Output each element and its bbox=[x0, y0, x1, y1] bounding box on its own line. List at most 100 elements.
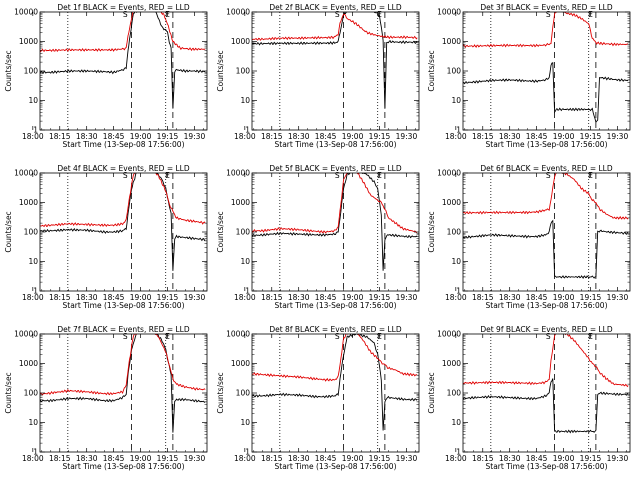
x-tick-label: 18:45 bbox=[315, 132, 337, 141]
x-tick-label: 19:30 bbox=[396, 454, 418, 463]
x-axis-label: Start Time (13-Sep-08 17:56:00) bbox=[275, 140, 397, 149]
y-axis-label: Counts/sec bbox=[4, 372, 13, 413]
panel-det-6: Det 6f BLACK = Events, RED = LLDSE18:001… bbox=[427, 164, 631, 310]
y-tick-label: 1000 bbox=[442, 359, 461, 368]
y-axis-label: Counts/sec bbox=[427, 50, 436, 91]
y-tick-label: 10 bbox=[451, 96, 461, 105]
y-axis-label: Counts/sec bbox=[4, 50, 13, 91]
y-tick-label: 1000 bbox=[442, 198, 461, 207]
x-tick-label: 19:30 bbox=[607, 132, 629, 141]
plot-frame bbox=[251, 11, 420, 131]
x-tick-label: 18:00 bbox=[22, 454, 44, 463]
y-tick-label: 10000 bbox=[14, 169, 38, 178]
series-events bbox=[40, 12, 206, 109]
series-lld bbox=[252, 173, 418, 234]
panel-det-2: Det 2f BLACK = Events, RED = LLDSE18:001… bbox=[216, 3, 420, 149]
x-tick-label: 18:30 bbox=[76, 293, 98, 302]
panel-title: Det 7f BLACK = Events, RED = LLD bbox=[57, 325, 190, 334]
y-tick-label: 1000 bbox=[19, 37, 38, 46]
x-tick-label: 18:45 bbox=[526, 454, 548, 463]
y-tick-label: 100 bbox=[447, 228, 462, 237]
series-lld bbox=[252, 334, 418, 382]
panel-det-4: Det 4f BLACK = Events, RED = LLDSE18:001… bbox=[4, 164, 208, 310]
panel-det-1: Det 1f BLACK = Events, RED = LLDSE18:001… bbox=[4, 3, 208, 149]
x-tick-label: 18:30 bbox=[499, 293, 521, 302]
x-tick-label: 18:00 bbox=[234, 132, 256, 141]
y-tick-label: 100 bbox=[24, 228, 39, 237]
y-tick-label: 100 bbox=[24, 67, 39, 76]
panel-det-8: Det 8f BLACK = Events, RED = LLDSE18:001… bbox=[216, 325, 420, 471]
y-tick-label: 1000 bbox=[19, 198, 38, 207]
y-tick-label: 1 bbox=[33, 448, 38, 457]
flag-s: S bbox=[546, 171, 551, 180]
x-tick-label: 18:30 bbox=[288, 132, 310, 141]
flag-s: S bbox=[335, 10, 340, 19]
panel-title: Det 9f BLACK = Events, RED = LLD bbox=[480, 325, 613, 334]
plot-frame bbox=[462, 11, 631, 131]
y-tick-label: 1 bbox=[456, 287, 461, 296]
y-tick-label: 10000 bbox=[14, 330, 38, 339]
x-tick-label: 19:30 bbox=[184, 454, 206, 463]
y-axis-label: Counts/sec bbox=[216, 372, 225, 413]
y-tick-label: 1 bbox=[245, 448, 250, 457]
y-axis-label: Counts/sec bbox=[216, 50, 225, 91]
y-tick-label: 1 bbox=[33, 287, 38, 296]
x-tick-label: 19:15 bbox=[157, 454, 179, 463]
series-lld bbox=[463, 334, 629, 388]
x-tick-label: 19:30 bbox=[396, 293, 418, 302]
x-tick-label: 19:00 bbox=[553, 293, 575, 302]
x-tick-label: 19:15 bbox=[369, 132, 391, 141]
series-lld bbox=[40, 173, 206, 228]
x-tick-label: 19:00 bbox=[342, 132, 364, 141]
y-tick-label: 100 bbox=[24, 389, 39, 398]
x-tick-label: 18:15 bbox=[261, 293, 283, 302]
flag-s: S bbox=[335, 332, 340, 341]
panel-det-7: Det 7f BLACK = Events, RED = LLDSE18:001… bbox=[4, 325, 208, 471]
y-tick-label: 1000 bbox=[231, 37, 250, 46]
x-tick-label: 19:00 bbox=[553, 454, 575, 463]
y-tick-label: 1 bbox=[33, 126, 38, 135]
panel-title: Det 8f BLACK = Events, RED = LLD bbox=[269, 325, 402, 334]
series-events bbox=[252, 173, 418, 271]
y-tick-label: 100 bbox=[236, 67, 251, 76]
x-tick-label: 19:00 bbox=[553, 132, 575, 141]
flag-s: S bbox=[546, 332, 551, 341]
x-axis-label: Start Time (13-Sep-08 17:56:00) bbox=[63, 301, 185, 310]
series-events bbox=[463, 378, 629, 434]
series-events bbox=[463, 62, 629, 124]
x-tick-label: 19:30 bbox=[607, 293, 629, 302]
panel-title: Det 5f BLACK = Events, RED = LLD bbox=[269, 164, 402, 173]
y-tick-label: 10 bbox=[451, 418, 461, 427]
series-lld bbox=[252, 13, 418, 41]
x-tick-label: 18:15 bbox=[261, 132, 283, 141]
x-tick-label: 18:30 bbox=[76, 454, 98, 463]
x-tick-label: 18:45 bbox=[103, 132, 125, 141]
y-tick-label: 10000 bbox=[226, 8, 250, 17]
flag-s: S bbox=[123, 10, 128, 19]
x-tick-label: 19:15 bbox=[157, 132, 179, 141]
series-lld bbox=[463, 12, 629, 49]
y-tick-label: 10 bbox=[240, 257, 250, 266]
x-tick-label: 18:15 bbox=[472, 454, 494, 463]
y-tick-label: 10 bbox=[451, 257, 461, 266]
x-tick-label: 18:30 bbox=[288, 293, 310, 302]
y-tick-label: 100 bbox=[236, 389, 251, 398]
x-tick-label: 18:15 bbox=[49, 293, 71, 302]
x-tick-label: 19:00 bbox=[342, 293, 364, 302]
x-tick-label: 18:15 bbox=[261, 454, 283, 463]
x-tick-label: 18:00 bbox=[445, 293, 467, 302]
x-tick-label: 19:00 bbox=[130, 293, 152, 302]
y-axis-label: Counts/sec bbox=[427, 211, 436, 252]
x-tick-label: 18:45 bbox=[103, 454, 125, 463]
y-tick-label: 10 bbox=[240, 96, 250, 105]
x-tick-label: 19:30 bbox=[184, 132, 206, 141]
x-tick-label: 18:15 bbox=[49, 132, 71, 141]
x-tick-label: 18:00 bbox=[22, 293, 44, 302]
y-tick-label: 1 bbox=[456, 448, 461, 457]
y-tick-label: 10000 bbox=[226, 169, 250, 178]
plot-frame bbox=[39, 333, 208, 453]
y-tick-label: 10000 bbox=[437, 330, 461, 339]
x-tick-label: 19:30 bbox=[396, 132, 418, 141]
x-tick-label: 18:45 bbox=[526, 132, 548, 141]
y-tick-label: 1000 bbox=[231, 359, 250, 368]
